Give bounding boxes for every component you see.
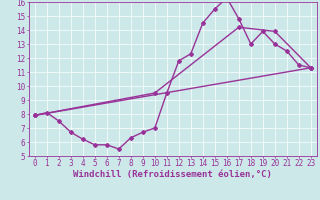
X-axis label: Windchill (Refroidissement éolien,°C): Windchill (Refroidissement éolien,°C): [73, 170, 272, 179]
